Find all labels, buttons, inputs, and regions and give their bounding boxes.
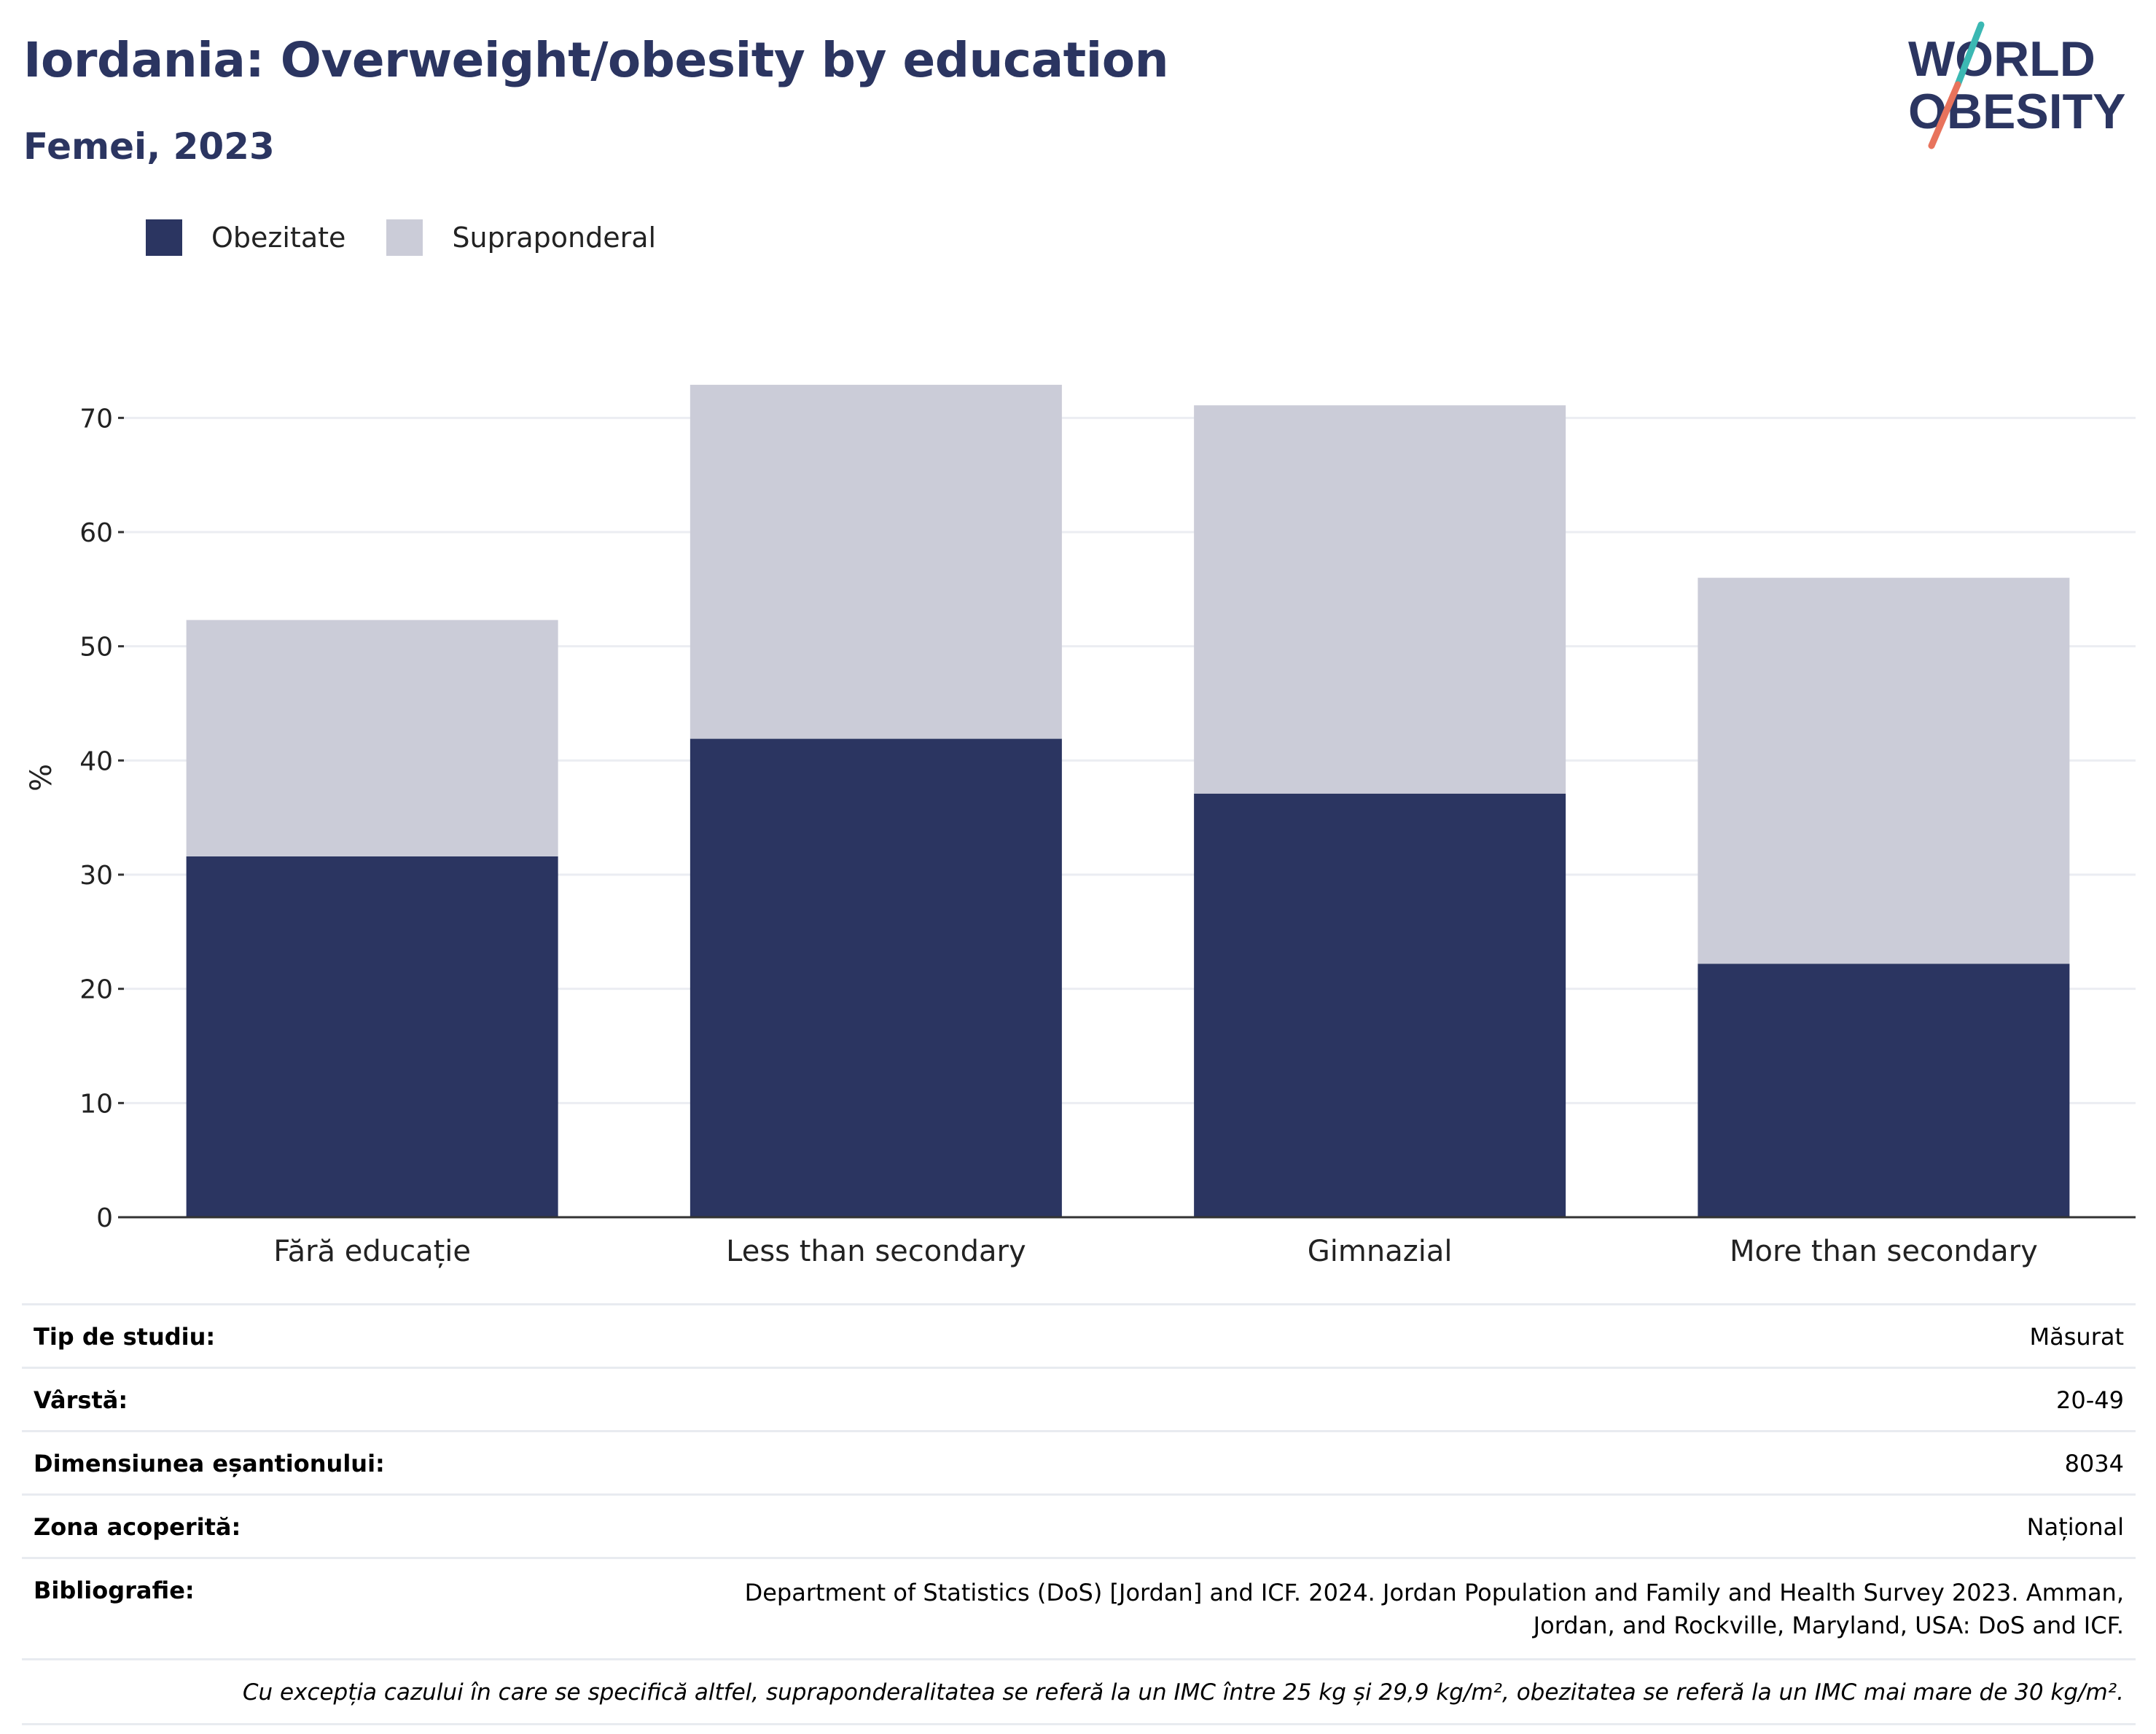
legend-swatch-overweight (386, 219, 423, 256)
chart-legend: Obezitate Supraponderal (146, 216, 697, 259)
y-tick-label: 30 (79, 861, 113, 891)
info-value: 8034 (2064, 1450, 2124, 1477)
y-tick-label: 20 (79, 975, 113, 1005)
bar-overweight-2 (690, 384, 1062, 739)
y-tick-label: 50 (79, 633, 113, 663)
bar-overweight-4 (1698, 577, 2070, 964)
info-value: Național (2026, 1513, 2124, 1541)
info-row-sample-size: Dimensiunea eșantionului: 8034 (22, 1430, 2136, 1493)
info-value: 20-49 (2056, 1386, 2124, 1414)
info-row-coverage: Zona acoperită: Național (22, 1493, 2136, 1557)
info-key: Zona acoperită: (34, 1513, 241, 1541)
x-tick-label: More than secondary (1730, 1235, 2038, 1268)
y-tick-label: 60 (79, 518, 113, 548)
legend-swatch-obesity (146, 219, 182, 256)
logo-slash-bottom (1928, 81, 1961, 149)
bar-obesity-3 (1194, 793, 1566, 1217)
y-tick-label: 40 (79, 746, 113, 776)
chart-title: Iordania: Overweight/obesity by educatio… (23, 32, 1169, 88)
bar-obesity-2 (690, 738, 1062, 1217)
y-axis-label: % (25, 764, 58, 792)
x-tick-label: Gimnazial (1308, 1235, 1453, 1268)
info-value: Department of Statistics (DoS) [Jordan] … (744, 1579, 2124, 1639)
legend-item-obesity[interactable]: Obezitate (146, 219, 345, 256)
info-key: Tip de studiu: (34, 1323, 216, 1351)
logo-text-world: WORLD (1908, 31, 2096, 87)
definition-note: Cu excepția cazului în care se specifică… (22, 1657, 2136, 1725)
x-tick-label: Less than secondary (726, 1235, 1026, 1268)
x-tick-label: Fără educație (273, 1235, 471, 1268)
chart-subtitle: Femei, 2023 (23, 125, 275, 168)
y-tick-label: 70 (79, 404, 113, 434)
stacked-bar-chart: 0 10 20 30 40 50 60 70% Fără educație Less than s… (25, 384, 2136, 1268)
legend-label-overweight: Supraponderal (452, 222, 657, 254)
info-row-age: Vârstă: 20-49 (22, 1367, 2136, 1430)
info-row-study-type: Tip de studiu: Măsurat (22, 1303, 2136, 1367)
legend-label-obesity: Obezitate (211, 222, 346, 254)
y-tick-label: 10 (79, 1089, 113, 1119)
bar-obesity-1 (186, 856, 558, 1217)
info-value: Măsurat (2029, 1323, 2124, 1351)
bar-overweight-3 (1194, 405, 1566, 794)
info-key: Bibliografie: (34, 1577, 195, 1604)
info-row-bibliography: Bibliografie: Department of Statistics (… (22, 1557, 2136, 1658)
info-key: Vârstă: (34, 1386, 128, 1414)
y-tick-label: 0 (96, 1203, 113, 1233)
bar-obesity-4 (1698, 964, 2070, 1217)
logo-slash-top (1954, 21, 1985, 88)
info-key: Dimensiunea eșantionului: (34, 1450, 385, 1477)
legend-item-overweight[interactable]: Supraponderal (386, 219, 656, 256)
study-info-table: Tip de studiu: Măsurat Vârstă: 20-49 Dim… (22, 1303, 2136, 1725)
world-obesity-logo: WORLD OBESITY (1908, 21, 2126, 149)
bar-overweight-1 (186, 620, 558, 856)
